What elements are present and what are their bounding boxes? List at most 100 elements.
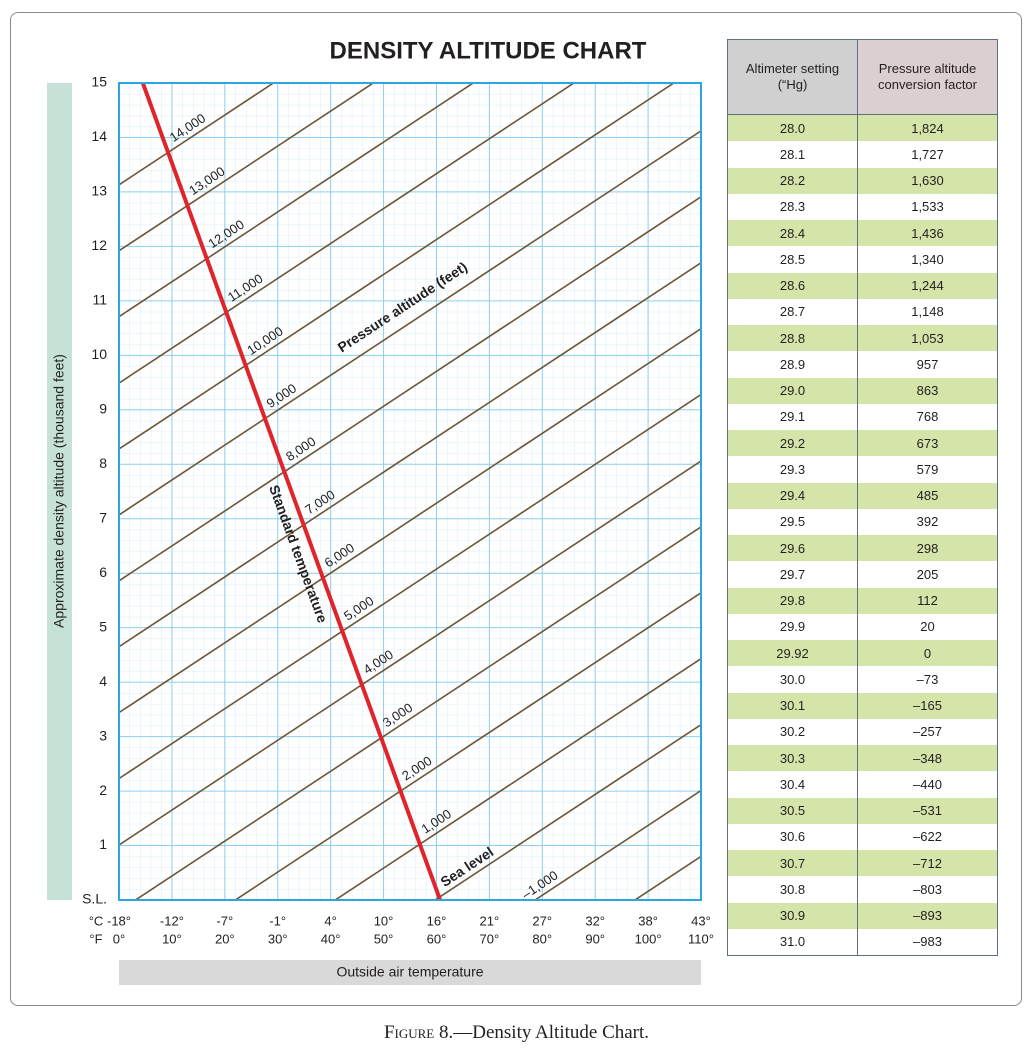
x-tick-label: 60° [427, 931, 447, 946]
table-row: 29.3 579 [728, 456, 997, 483]
table-cell: –622 [913, 829, 942, 845]
table-cell: 29.92 [728, 640, 858, 667]
y-tick-label: 11 [92, 292, 107, 308]
table-cell: 1,148 [911, 304, 944, 320]
table-cell: 28.3 [728, 193, 858, 220]
table-cell: 28.9 [728, 351, 858, 378]
table-cell: 28.7 [728, 298, 858, 325]
x-label-band [119, 960, 701, 985]
table-row: 30.2 –257 [728, 718, 997, 745]
table-cell: 29.7 [728, 561, 858, 588]
table-cell: 31.0 [728, 928, 858, 955]
table-cell: 30.3 [728, 745, 858, 772]
x2-tick-label: 21° [480, 913, 500, 928]
table-cell: 29.3 [728, 456, 858, 483]
table-row: 28.0 1,824 [728, 115, 997, 142]
table-cell: 1,533 [911, 199, 944, 215]
table-cell: 0 [923, 645, 932, 661]
table-cell: –531 [913, 803, 942, 819]
y-tick-label: 4 [99, 673, 107, 689]
table-row: 28.3 1,533 [728, 193, 997, 220]
table-row: 29.5 392 [728, 508, 997, 535]
table-cell: –440 [913, 776, 942, 792]
table-cell: 20 [920, 619, 935, 635]
x-tick-label: 30° [268, 931, 288, 946]
table-cell: 29.5 [728, 508, 858, 535]
pressure-altitude-line [119, 83, 576, 384]
table-cell: –893 [913, 908, 942, 924]
conversion-table: Altimeter setting (“Hg) Pressure altitud… [727, 39, 998, 956]
x2-tick-label: 32° [585, 913, 605, 928]
table-row: 30.9 –893 [728, 902, 997, 929]
x-tick-label: 20° [215, 931, 235, 946]
table-cell: 29.6 [728, 535, 858, 562]
x-tick-label: 110° [688, 931, 714, 946]
y-tick-label: 15 [91, 74, 107, 90]
table-cell: 485 [916, 488, 939, 504]
pressure-altitude-line [333, 658, 701, 900]
x-tick-label: 50° [374, 931, 394, 946]
x-tick-label: 40° [321, 931, 341, 946]
plot-border [118, 82, 702, 901]
table-row: 30.6 –622 [728, 823, 997, 850]
table-cell: –165 [913, 698, 942, 714]
header-cell: Altimeter setting (“Hg) [728, 40, 858, 114]
pressure-altitude-line [119, 83, 676, 450]
pressure-altitude-line [433, 723, 701, 900]
table-row: 28.8 1,053 [728, 325, 997, 352]
pressure-altitude-line [119, 262, 701, 648]
table-cell: 30.1 [728, 692, 858, 719]
x2-tick-label: -12° [160, 913, 184, 928]
x-unit: °F [89, 931, 102, 946]
table-row: 29.92 0 [728, 640, 997, 667]
table-cell: 392 [916, 514, 939, 530]
x2-tick-label: 43° [691, 913, 711, 928]
x-tick-label: 10° [162, 931, 182, 946]
y-tick-label: 14 [91, 128, 107, 144]
table-row: 28.5 1,340 [728, 246, 997, 273]
minor-grid [119, 83, 701, 900]
table-cell: 28.2 [728, 167, 858, 194]
x2-tick-label: 10° [374, 913, 394, 928]
table-cell: 30.9 [728, 902, 858, 929]
table-cell: –983 [913, 934, 942, 950]
x2-tick-label: 4° [324, 913, 336, 928]
table-row: 30.3 –348 [728, 745, 997, 772]
x2-tick-label: 27° [532, 913, 552, 928]
table-cell: 28.6 [728, 272, 858, 299]
table-row: 30.8 –803 [728, 876, 997, 903]
table-cell: 28.1 [728, 141, 858, 168]
pressure-altitude-line [119, 83, 275, 186]
table-cell: 1,727 [911, 146, 944, 162]
table-cell: 30.8 [728, 876, 858, 903]
frame [10, 12, 1022, 1006]
table-cell: 28.5 [728, 246, 858, 273]
pressure-altitude-line [119, 460, 701, 846]
standard-temperature-line [140, 83, 443, 900]
y-tick-label: 1 [99, 836, 107, 852]
x2-unit: °C [89, 913, 104, 928]
x-axis-label: Outside air temperature [336, 964, 483, 980]
table-cell: 1,824 [911, 120, 944, 136]
table-cell: –257 [913, 724, 942, 740]
y-tick-label: 5 [99, 618, 107, 634]
table-row: 28.9 957 [728, 351, 997, 378]
table-row: 29.2 673 [728, 430, 997, 457]
table-cell: 1,630 [911, 173, 944, 189]
y-label-band [47, 83, 72, 900]
table-row: 30.1 –165 [728, 692, 997, 719]
table-cell: 579 [916, 461, 939, 477]
y-tick-label: 8 [99, 455, 107, 471]
pressure-altitude-line [119, 196, 701, 582]
table-cell: –803 [913, 881, 942, 897]
table-cell: 863 [916, 383, 939, 399]
table-cell: 673 [916, 435, 939, 451]
table-cell: 29.4 [728, 482, 858, 509]
x2-tick-label: -18° [107, 913, 131, 928]
table-row: 30.4 –440 [728, 771, 997, 798]
pressure-altitude-line [119, 327, 701, 714]
pressure-altitude-line [233, 592, 701, 900]
y-tick-label: 3 [99, 727, 107, 743]
table-cell: –348 [913, 750, 942, 766]
